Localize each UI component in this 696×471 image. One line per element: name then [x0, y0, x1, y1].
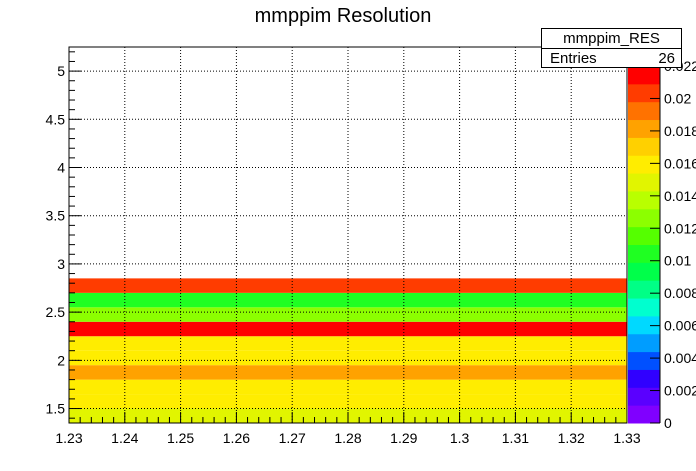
colorbar-tick-label-0: 0	[664, 415, 672, 431]
colorbar-band-10	[628, 226, 660, 245]
colorbar-band-9	[628, 244, 660, 263]
colorbar-band-13	[628, 173, 660, 192]
x-tick-label-8: 1.31	[502, 430, 529, 446]
colorbar-band-16	[628, 119, 660, 138]
stats-entries-value: 26	[658, 50, 675, 67]
colorbar-band-12	[628, 190, 660, 210]
colorbar-tick-label-9: 0.018	[664, 123, 696, 139]
x-tick-label-6: 1.29	[390, 430, 417, 446]
colorbar-band-2	[628, 369, 660, 388]
y-tick-label-4: 3.5	[46, 208, 66, 224]
x-tick-label-9: 1.32	[558, 430, 585, 446]
x-tick-label-3: 1.26	[223, 430, 250, 446]
colorbar-tick-label-10: 0.02	[664, 90, 691, 106]
stats-box: mmppim_RES Entries 26	[541, 28, 682, 68]
x-tick-label-4: 1.27	[279, 430, 306, 446]
colorbar-band-11	[628, 208, 660, 228]
heatmap-bin-3	[69, 365, 627, 380]
chart-title: mmppim Resolution	[255, 5, 432, 27]
colorbar-band-5	[628, 315, 660, 335]
y-tick-label-3: 3	[57, 256, 65, 272]
stats-entries-label: Entries	[550, 50, 597, 67]
axes: 1.23 1.24 1.25 1.26 1.27 1.28 1.29 1.3 1.31 1.32 1…	[46, 51, 641, 446]
colorbar-tick-label-2: 0.004	[664, 350, 696, 366]
colorbar-band-18	[628, 83, 660, 103]
heatmap-bin-8	[69, 292, 627, 308]
colorbar-tick-label-6: 0.012	[664, 220, 696, 236]
y-tick-label-0: 1.5	[46, 401, 66, 417]
x-tick-label-2: 1.25	[167, 430, 194, 446]
colorbar-band-4	[628, 333, 660, 353]
color-scale: 0 0.002 0.004 0.006 0.008 0.01 0.012 0.014 0.016…	[628, 58, 696, 431]
colorbar-band-3	[628, 351, 660, 370]
colorbar-band-14	[628, 155, 660, 174]
colorbar-tick-label-1: 0.002	[664, 383, 696, 399]
colorbar-band-19	[628, 66, 660, 85]
colorbar-band-7	[628, 280, 660, 299]
colorbar-tick-label-5: 0.01	[664, 253, 691, 269]
colorbar-band-6	[628, 298, 660, 317]
x-tick-label-0: 1.23	[55, 430, 82, 446]
heatmap-bin-4	[69, 350, 627, 366]
y-tick-label-1: 2	[57, 352, 65, 368]
stats-title: mmppim_RES	[542, 29, 681, 49]
colorbar-tick-label-3: 0.006	[664, 318, 696, 334]
colorbar-band-0	[628, 405, 660, 424]
colorbar-band-8	[628, 262, 660, 281]
y-tick-label-6: 4.5	[46, 111, 66, 127]
x-tick-label-10: 1.33	[613, 430, 640, 446]
colorbar-tick-label-7: 0.014	[664, 188, 696, 204]
colorbar-band-15	[628, 137, 660, 156]
stats-entries-row: Entries 26	[542, 49, 681, 68]
x-tick-label-5: 1.28	[334, 430, 361, 446]
x-tick-label-1: 1.24	[111, 430, 138, 446]
colorbar-band-1	[628, 387, 660, 406]
y-tick-label-5: 4	[57, 160, 65, 176]
heatmap-bin-5	[69, 336, 627, 351]
y-tick-label-7: 5	[57, 63, 65, 79]
heatmap-bin-9	[69, 278, 627, 293]
colorbar-band-17	[628, 101, 660, 121]
grid-lines	[69, 47, 627, 423]
x-tick-label-7: 1.3	[450, 430, 470, 446]
colorbar-tick-label-8: 0.016	[664, 155, 696, 171]
y-tick-label-2: 2.5	[46, 304, 66, 320]
colorbar-tick-label-4: 0.008	[664, 285, 696, 301]
